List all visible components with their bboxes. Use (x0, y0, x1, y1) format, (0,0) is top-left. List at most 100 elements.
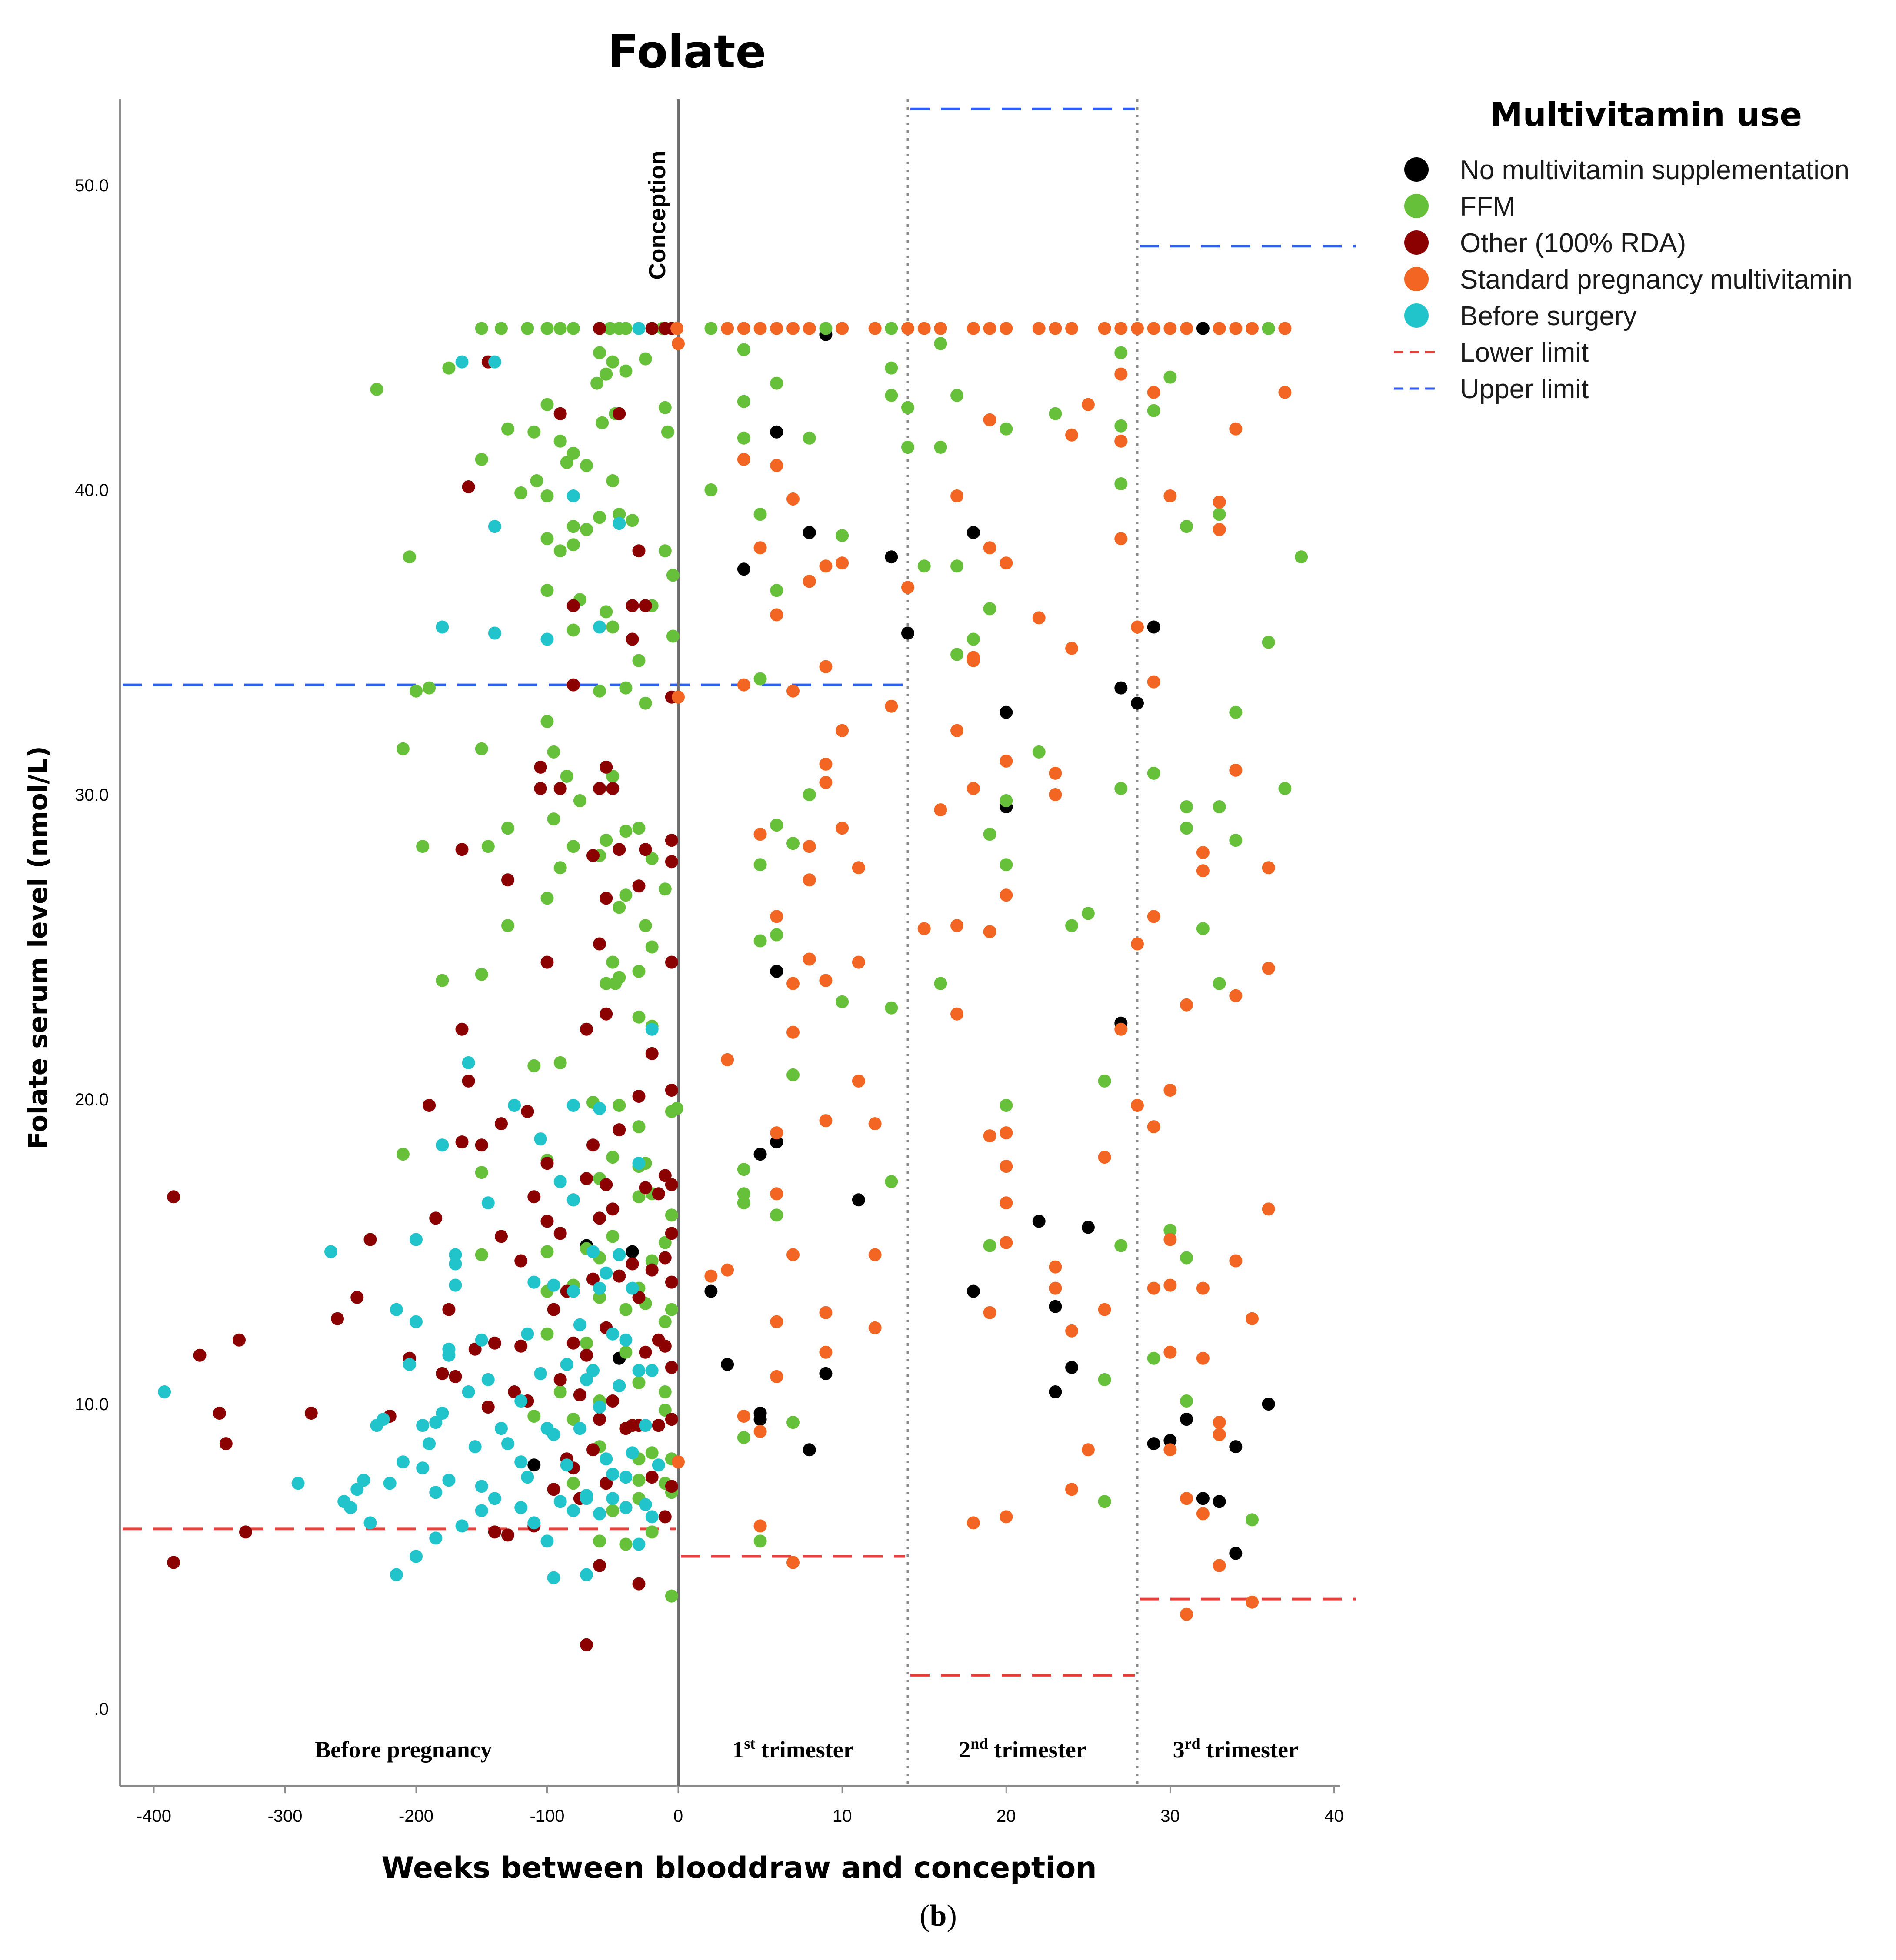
point-ffm (770, 1208, 783, 1222)
point-standard (1147, 1120, 1160, 1134)
point-surgery (442, 1348, 456, 1362)
point-standard (1196, 1507, 1210, 1521)
point-other (593, 1211, 606, 1225)
point-ffm (396, 742, 410, 755)
point-standard (1246, 322, 1259, 335)
point-ffm (521, 322, 534, 335)
period-label-main: 1 (732, 1737, 744, 1763)
point-standard (1229, 422, 1243, 436)
point-ffm (596, 416, 609, 429)
point-standard (868, 1248, 882, 1261)
point-standard (1131, 322, 1144, 335)
point-ffm (1278, 782, 1292, 795)
point-none (803, 526, 816, 539)
point-standard (1000, 1196, 1013, 1210)
point-ffm (737, 431, 750, 445)
point-ffm (983, 1239, 996, 1252)
point-ffm (1114, 477, 1128, 490)
point-other (462, 1074, 475, 1088)
point-surgery (593, 620, 606, 634)
point-ffm (819, 322, 833, 335)
point-standard (1114, 1022, 1128, 1036)
point-none (1229, 1547, 1243, 1560)
point-standard (966, 782, 980, 795)
point-standard (1246, 1595, 1259, 1609)
point-ffm (1114, 346, 1128, 359)
point-surgery (626, 1446, 639, 1460)
period-label-sup: st (744, 1735, 755, 1752)
point-none (1114, 681, 1128, 695)
point-ffm (606, 955, 620, 969)
point-other (481, 1401, 495, 1414)
point-standard (1229, 763, 1243, 777)
point-ffm (600, 367, 613, 381)
point-ffm (632, 822, 646, 835)
point-ffm (593, 1291, 606, 1304)
point-ffm (1000, 1099, 1013, 1112)
point-ffm (1180, 800, 1193, 813)
point-standard (753, 828, 767, 841)
period-label-rest: trimester (988, 1737, 1086, 1763)
x-tick-label: 0 (673, 1807, 683, 1826)
point-other (580, 1638, 593, 1651)
point-ffm (786, 837, 800, 850)
period-label-3: 3rd trimester (1173, 1735, 1299, 1763)
point-standard (1098, 1303, 1111, 1316)
point-other (580, 1022, 593, 1036)
point-ffm (737, 1187, 750, 1201)
point-standard (1163, 1345, 1177, 1359)
point-standard (770, 1315, 783, 1328)
point-ffm (950, 648, 964, 661)
point-ffm (540, 398, 554, 411)
point-ffm (1196, 922, 1210, 935)
point-standard (950, 724, 964, 737)
point-standard (1163, 322, 1177, 335)
point-ffm (934, 337, 947, 350)
y-axis-label: Folate serum level (nmol/L) (23, 746, 53, 1149)
point-standard (786, 492, 800, 506)
point-ffm (540, 489, 554, 502)
point-other (167, 1190, 180, 1204)
point-ffm (1229, 834, 1243, 847)
point-standard (836, 322, 849, 335)
point-other (626, 632, 639, 646)
point-ffm (1032, 745, 1046, 759)
point-ffm (670, 1102, 683, 1115)
point-ffm (1147, 404, 1160, 417)
point-ffm (540, 715, 554, 728)
point-none (1196, 1492, 1210, 1505)
point-other (501, 1528, 514, 1542)
point-other (553, 1373, 567, 1386)
point-ffm (619, 364, 633, 378)
conception-label: Conception (644, 151, 670, 280)
point-other (600, 892, 613, 905)
point-ffm (603, 322, 617, 335)
point-surgery (410, 1315, 423, 1328)
point-none (1081, 1221, 1095, 1234)
point-ffm (410, 684, 423, 698)
point-surgery (560, 1358, 573, 1371)
point-standard (1000, 888, 1013, 902)
point-ffm (737, 1196, 750, 1210)
point-ffm (547, 745, 560, 759)
y-tick-label: .0 (94, 1700, 109, 1719)
point-other (488, 1336, 501, 1350)
point-ffm (770, 584, 783, 597)
point-standard (803, 322, 816, 335)
point-standard (950, 1007, 964, 1021)
point-standard (983, 413, 996, 426)
point-surgery (475, 1333, 488, 1347)
point-ffm (666, 629, 680, 643)
point-none (527, 1458, 541, 1472)
plot-frame (119, 99, 1340, 1787)
point-surgery (580, 1489, 593, 1502)
point-ffm (619, 1537, 633, 1551)
point-standard (1000, 322, 1013, 335)
point-ffm (1180, 1394, 1193, 1408)
point-other (600, 1178, 613, 1191)
point-other (501, 873, 514, 887)
point-other (639, 599, 652, 612)
point-ffm (495, 322, 508, 335)
point-standard (1196, 846, 1210, 859)
point-standard (1049, 1281, 1062, 1295)
